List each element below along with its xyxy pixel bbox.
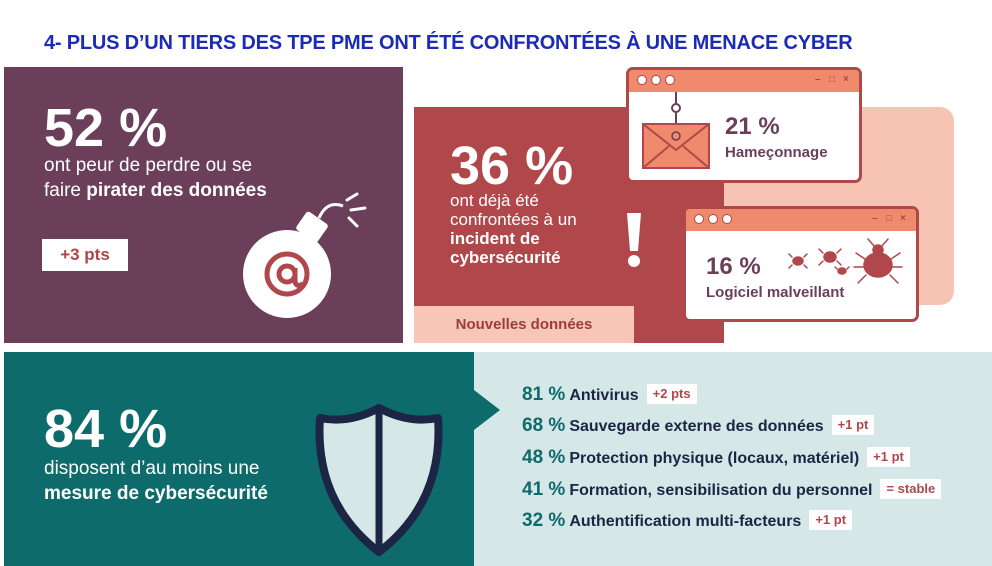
- window-dot-icon: [637, 75, 647, 85]
- measure-label: Authentification multi-facteurs: [569, 513, 802, 530]
- window-dot-icon: [694, 214, 704, 224]
- measure-item: 68 % Sauvegarde externe des données +1 pt: [522, 415, 875, 438]
- incident-bold1: incident de: [450, 229, 540, 248]
- fear-line2: faire pirater des données: [44, 178, 344, 203]
- measure-percent: 81 %: [522, 384, 566, 405]
- measures-description: disposent d’au moins une mesure de cyber…: [44, 456, 344, 506]
- email-hook-icon: [642, 92, 710, 169]
- malware-label: Logiciel malveillant: [706, 284, 845, 301]
- incident-line1: ont déjà été: [450, 191, 539, 210]
- measure-percent: 48 %: [522, 447, 566, 468]
- exclamation-icon: [627, 213, 641, 267]
- phishing-window: – □ × 21 % Hameçonnage: [626, 67, 862, 183]
- window-dot-icon: [708, 214, 718, 224]
- window-dot-icon: [651, 75, 661, 85]
- bomb-icon: [243, 192, 367, 318]
- page-title: 4- PLUS D’UN TIERS DES TPE PME ONT ÉTÉ C…: [44, 32, 853, 54]
- measure-label: Formation, sensibilisation du personnel: [569, 482, 873, 499]
- measure-item: 48 % Protection physique (locaux, matérie…: [522, 447, 910, 470]
- new-data-badge: Nouvelles données: [414, 306, 634, 343]
- phishing-percent: 21 %: [725, 113, 780, 140]
- measures-line1: disposent d’au moins une: [44, 458, 260, 479]
- fear-line2-bold: pirater des données: [86, 180, 267, 201]
- incident-description: ont déjà été confrontées à un incident d…: [450, 191, 630, 267]
- phishing-label: Hameçonnage: [725, 144, 828, 161]
- arrow-right-icon: [474, 390, 500, 430]
- measure-item: 32 % Authentification multi-facteurs +1 pt: [522, 510, 853, 533]
- close-icon: ×: [843, 74, 849, 85]
- malware-percent: 16 %: [706, 253, 761, 280]
- measure-percent: 41 %: [522, 479, 566, 500]
- bug-icon: [788, 238, 903, 284]
- fear-change-badge: +3 pts: [42, 239, 128, 271]
- window-titlebar: [629, 70, 859, 92]
- incident-percent: 36 %: [450, 136, 574, 196]
- measure-change-badge: +1 pt: [867, 447, 910, 467]
- window-titlebar: [686, 209, 916, 231]
- fear-percent: 52 %: [44, 98, 168, 158]
- fear-line2-pre: faire: [44, 180, 87, 201]
- measure-label: Sauvegarde externe des données: [569, 418, 824, 435]
- measure-change-badge: +2 pts: [646, 384, 697, 404]
- measure-label: Antivirus: [569, 387, 639, 404]
- measure-change-badge: = stable: [880, 479, 942, 499]
- close-icon: ×: [900, 213, 906, 224]
- measure-label: Protection physique (locaux, matériel): [569, 450, 860, 467]
- fear-panel: 52 % ont peur de perdre ou se faire pira…: [4, 67, 403, 343]
- measure-percent: 32 %: [522, 510, 566, 531]
- measure-item: 41 % Formation, sensibilisation du person…: [522, 479, 942, 502]
- fear-description: ont peur de perdre ou se faire pirater d…: [44, 153, 344, 203]
- window-dot-icon: [722, 214, 732, 224]
- measure-item: 81 % Antivirus +2 pts: [522, 384, 697, 407]
- measure-change-badge: +1 pt: [831, 415, 875, 435]
- measures-percent: 84 %: [44, 399, 168, 459]
- incident-panel: 36 % ont déjà été confrontées à un incid…: [414, 107, 724, 343]
- minimize-icon: –: [872, 213, 878, 224]
- shield-icon: [315, 404, 443, 556]
- incident-line2: confrontées à un: [450, 210, 577, 229]
- measures-panel: 84 % disposent d’au moins une mesure de …: [4, 352, 474, 566]
- fear-line1: ont peur de perdre ou se: [44, 155, 253, 176]
- measures-bold: mesure de cybersécurité: [44, 483, 268, 504]
- measure-percent: 68 %: [522, 415, 566, 436]
- malware-window: – □ × 16 % Logiciel malveillant: [683, 206, 919, 322]
- minimize-icon: –: [815, 74, 821, 85]
- measure-change-badge: +1 pt: [809, 510, 853, 530]
- incident-bold2: cybersécurité: [450, 248, 561, 267]
- maximize-icon: □: [886, 213, 893, 224]
- maximize-icon: □: [829, 74, 836, 85]
- window-dot-icon: [665, 75, 675, 85]
